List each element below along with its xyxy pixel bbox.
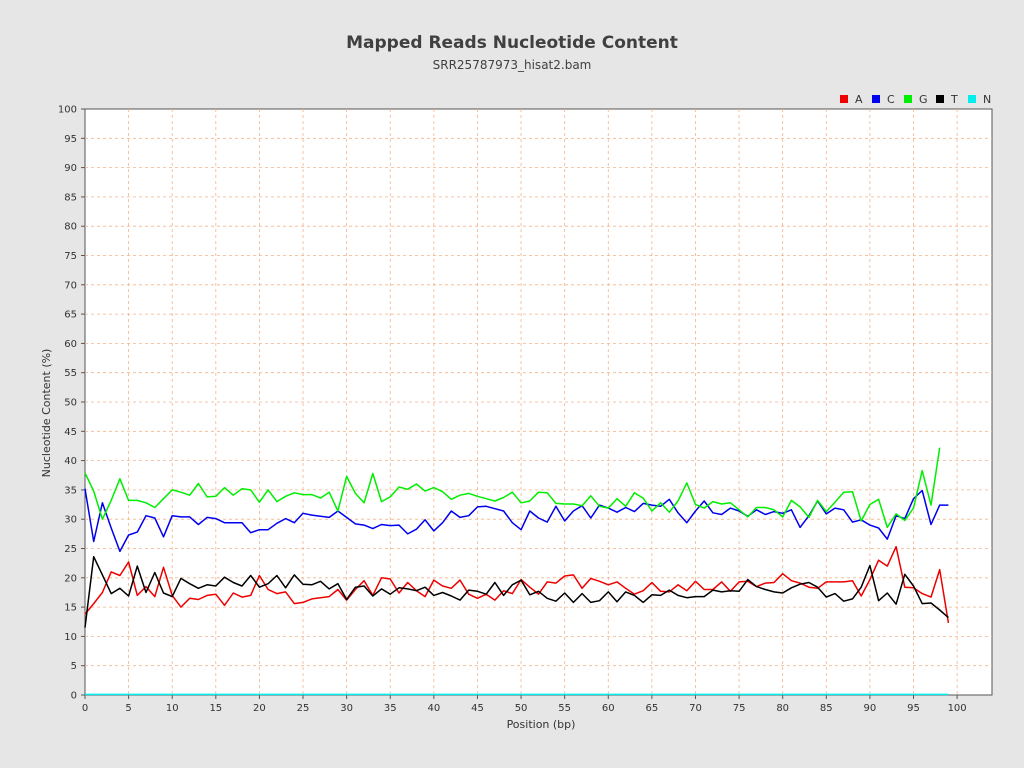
legend-swatch-G — [904, 95, 912, 103]
y-tick-label: 70 — [64, 280, 77, 291]
x-tick-label: 80 — [776, 703, 789, 714]
y-tick-label: 60 — [64, 339, 77, 350]
y-tick-label: 80 — [64, 222, 77, 233]
y-tick-label: 15 — [64, 603, 77, 614]
legend-swatch-T — [936, 95, 944, 103]
chart-subtitle: SRR25787973_hisat2.bam — [433, 58, 592, 72]
legend-item-N: N — [968, 93, 991, 106]
y-tick-label: 100 — [58, 105, 77, 116]
y-tick-label: 40 — [64, 456, 77, 467]
legend-label-G: G — [919, 93, 928, 106]
y-tick-label: 85 — [64, 192, 77, 203]
y-tick-label: 0 — [71, 691, 77, 702]
series-line-A — [84, 545, 950, 624]
data-series — [84, 447, 950, 696]
legend-label-A: A — [855, 93, 863, 106]
y-tick-label: 75 — [64, 251, 77, 262]
x-tick-label: 20 — [253, 703, 266, 714]
y-axis-ticks: 0 5 10 15 20 25 30 35 40 45 50 55 60 65 70 75 80 85 90 95 10… — [58, 105, 85, 702]
x-tick-label: 30 — [340, 703, 353, 714]
x-tick-label: 90 — [864, 703, 877, 714]
x-axis-ticks: 0 5 10 15 20 25 30 35 40 45 50 55 60 65 70 75 80 85 90 95 10… — [82, 695, 967, 714]
legend-label-N: N — [983, 93, 991, 106]
x-tick-label: 70 — [689, 703, 702, 714]
chart-title: Mapped Reads Nucleotide Content — [346, 33, 678, 53]
legend-swatch-C — [872, 95, 880, 103]
y-tick-label: 95 — [64, 134, 77, 145]
grid-lines — [85, 109, 992, 695]
y-tick-label: 30 — [64, 515, 77, 526]
x-tick-label: 25 — [297, 703, 310, 714]
y-axis-label: Nucleotide Content (%) — [40, 349, 53, 478]
y-tick-label: 90 — [64, 163, 77, 174]
y-tick-label: 5 — [71, 661, 77, 672]
y-tick-label: 35 — [64, 485, 77, 496]
legend-item-C: C — [872, 93, 895, 106]
x-tick-label: 95 — [907, 703, 920, 714]
x-tick-label: 45 — [471, 703, 484, 714]
legend-swatch-A — [840, 95, 848, 103]
x-tick-label: 75 — [733, 703, 746, 714]
legend-swatch-N — [968, 95, 976, 103]
x-tick-label: 40 — [427, 703, 440, 714]
legend-item-T: T — [936, 93, 958, 106]
y-tick-label: 20 — [64, 573, 77, 584]
y-tick-label: 65 — [64, 310, 77, 321]
y-tick-label: 55 — [64, 368, 77, 379]
x-tick-label: 85 — [820, 703, 833, 714]
x-tick-label: 100 — [948, 703, 967, 714]
series-line-C — [84, 488, 949, 553]
y-tick-label: 50 — [64, 398, 77, 409]
x-tick-label: 55 — [558, 703, 571, 714]
x-tick-label: 50 — [515, 703, 528, 714]
series-line-T — [84, 555, 949, 628]
x-tick-label: 5 — [125, 703, 131, 714]
x-tick-label: 15 — [209, 703, 222, 714]
x-axis-label: Position (bp) — [507, 718, 576, 731]
legend-label-C: C — [887, 93, 895, 106]
x-tick-label: 35 — [384, 703, 397, 714]
x-tick-label: 10 — [166, 703, 179, 714]
y-tick-label: 10 — [64, 632, 77, 643]
x-tick-label: 0 — [82, 703, 88, 714]
series-line-G — [84, 447, 941, 529]
x-tick-label: 60 — [602, 703, 615, 714]
y-tick-label: 45 — [64, 427, 77, 438]
y-tick-label: 25 — [64, 544, 77, 555]
legend-label-T: T — [950, 93, 958, 106]
legend-item-G: G — [904, 93, 928, 106]
x-tick-label: 65 — [646, 703, 659, 714]
legend-item-A: A — [840, 93, 863, 106]
